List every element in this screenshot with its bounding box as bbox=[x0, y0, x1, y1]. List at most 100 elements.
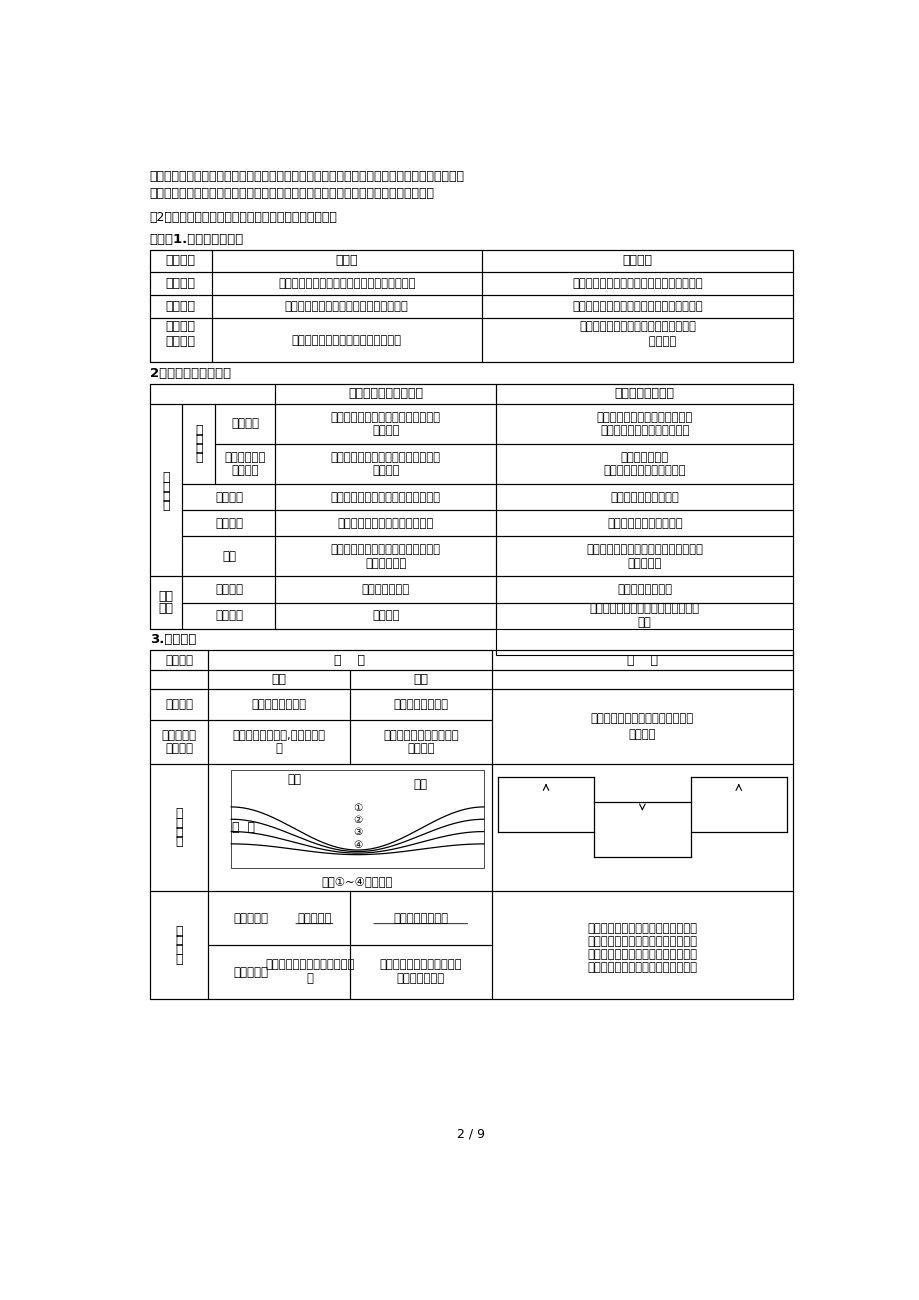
Bar bbox=[481, 317, 792, 363]
Bar bbox=[349, 671, 491, 689]
Bar bbox=[491, 764, 792, 892]
Text: 变质作用: 变质作用 bbox=[215, 490, 243, 503]
Text: 组成地壳的岩层沿垂直于地球外表的: 组成地壳的岩层沿垂直于地球外表的 bbox=[331, 451, 440, 464]
Bar bbox=[150, 650, 208, 671]
Text: 来自地球能，主要是放射性元素衰变产生热能: 来自地球能，主要是放射性元素衰变产生热能 bbox=[278, 277, 415, 290]
Text: 地壳运动、岩浆活动、变质作用、地震等: 地壳运动、岩浆活动、变质作用、地震等 bbox=[285, 300, 408, 312]
Bar bbox=[182, 603, 275, 629]
Text: 老关系上: 老关系上 bbox=[165, 742, 193, 755]
Bar bbox=[275, 384, 495, 404]
Text: 和地势起伏: 和地势起伏 bbox=[627, 556, 661, 569]
Text: 背斜: 背斜 bbox=[271, 673, 286, 686]
Text: 垂直运动（升: 垂直运动（升 bbox=[224, 451, 266, 464]
Bar bbox=[150, 892, 208, 1000]
Text: 组成地壳的岩层沿平行于地球外表的: 组成地壳的岩层沿平行于地球外表的 bbox=[331, 411, 440, 424]
Text: 构: 构 bbox=[175, 924, 183, 937]
Bar bbox=[481, 295, 792, 317]
Text: 岩层较老: 岩层较老 bbox=[406, 742, 434, 755]
Text: 大裂谷。断层一侧上升的岩块，常成: 大裂谷。断层一侧上升的岩块，常成 bbox=[586, 935, 697, 948]
Text: 火山喷发、地震: 火山喷发、地震 bbox=[361, 582, 410, 595]
Text: 未侵蚀地貌: 未侵蚀地貌 bbox=[233, 911, 267, 924]
Text: 向斜: 向斜 bbox=[414, 777, 427, 790]
Bar bbox=[495, 445, 792, 484]
Bar bbox=[150, 295, 211, 317]
Text: 表: 表 bbox=[163, 472, 170, 485]
Bar bbox=[150, 384, 275, 404]
Text: 造成地壳的断裂和错动，引起海陆变迁: 造成地壳的断裂和错动，引起海陆变迁 bbox=[585, 543, 702, 556]
Bar bbox=[182, 510, 275, 537]
Bar bbox=[208, 720, 349, 764]
Text: 侵蚀后地貌: 侵蚀后地貌 bbox=[233, 966, 267, 979]
Text: 岩层中间向上隆起: 岩层中间向上隆起 bbox=[251, 698, 306, 711]
Bar bbox=[208, 650, 491, 671]
Text: 形成断裂带和褶皱山脉与谷地: 形成断裂带和褶皱山脉与谷地 bbox=[599, 424, 688, 437]
Bar bbox=[211, 295, 481, 317]
Bar bbox=[208, 945, 349, 1000]
Text: 向斜槽部岩性坚硬不易被侵: 向斜槽部岩性坚硬不易被侵 bbox=[379, 958, 461, 971]
Text: 动: 动 bbox=[195, 451, 202, 464]
Text: 地震: 地震 bbox=[221, 550, 235, 563]
Text: ②: ② bbox=[353, 815, 362, 826]
Bar bbox=[275, 404, 495, 445]
Bar bbox=[231, 771, 483, 868]
Bar bbox=[495, 484, 792, 510]
Text: 圈的天然震动: 圈的天然震动 bbox=[365, 556, 406, 569]
Text: 貌: 貌 bbox=[175, 953, 183, 966]
Text: 岩层①~④由新到老: 岩层①~④由新到老 bbox=[322, 876, 392, 889]
Bar bbox=[275, 576, 495, 603]
Text: 2 / 9: 2 / 9 bbox=[457, 1127, 485, 1140]
Text: 现: 现 bbox=[163, 481, 170, 494]
Text: 岩层的断裂、错动，引起震动，岩石: 岩层的断裂、错动，引起震动，岩石 bbox=[331, 543, 440, 556]
Text: 中间局部岩层较新，两翼: 中间局部岩层较新，两翼 bbox=[382, 728, 458, 741]
Text: 地质构造: 地质构造 bbox=[165, 654, 193, 667]
Bar bbox=[495, 537, 792, 576]
Bar bbox=[150, 404, 182, 576]
Bar bbox=[211, 250, 481, 272]
Text: 地: 地 bbox=[306, 972, 313, 985]
Bar bbox=[150, 720, 208, 764]
Text: ③: ③ bbox=[353, 827, 362, 837]
Text: 断    层: 断 层 bbox=[626, 654, 657, 667]
Bar bbox=[481, 272, 792, 295]
Text: 式: 式 bbox=[163, 499, 170, 512]
Text: 降运动）: 降运动） bbox=[232, 464, 258, 477]
Bar bbox=[349, 689, 491, 720]
Text: 方向运动: 方向运动 bbox=[371, 424, 399, 437]
Text: （2）结合实例，分析造成地表形态变化的、外力因素。: （2）结合实例，分析造成地表形态变化的、外力因素。 bbox=[150, 212, 337, 225]
Text: 地质作用: 地质作用 bbox=[165, 255, 196, 268]
Bar bbox=[208, 689, 349, 720]
Text: 2、力作用与地表形态: 2、力作用与地表形态 bbox=[150, 367, 231, 380]
Bar bbox=[150, 317, 211, 363]
Bar bbox=[182, 404, 215, 484]
Text: ④: ④ bbox=[353, 840, 362, 850]
Text: 3.地质构造: 3.地质构造 bbox=[150, 633, 196, 646]
Bar bbox=[215, 445, 275, 484]
Text: 岩层隆起和拗陷: 岩层隆起和拗陷 bbox=[620, 451, 668, 464]
Bar bbox=[150, 576, 182, 629]
Bar bbox=[150, 384, 792, 629]
Bar bbox=[215, 404, 275, 445]
Text: 岩石在一定的温度、压力下发生变质: 岩石在一定的温度、压力下发生变质 bbox=[331, 490, 440, 503]
Bar bbox=[211, 317, 481, 363]
Text: 背斜顶部受力，常被侵蚀成谷: 背斜顶部受力，常被侵蚀成谷 bbox=[266, 958, 355, 971]
Text: 来自地球外部，主要是太阳辐射能和重力能: 来自地球外部，主要是太阳辐射能和重力能 bbox=[572, 277, 702, 290]
Bar bbox=[495, 603, 792, 655]
Text: 壳: 壳 bbox=[195, 433, 202, 446]
Text: 瞬间改变地表形态: 瞬间改变地表形态 bbox=[617, 582, 672, 595]
Bar bbox=[150, 650, 792, 1000]
Bar bbox=[495, 404, 792, 445]
Text: 迅速剧烈: 迅速剧烈 bbox=[215, 582, 243, 595]
Text: 山，另一侧相对下降的岩块，常形成: 山，另一侧相对下降的岩块，常形成 bbox=[586, 961, 697, 974]
Text: 岩浆喷出经冷凝形成火山: 岩浆喷出经冷凝形成火山 bbox=[607, 517, 682, 530]
Text: 从岩层的新: 从岩层的新 bbox=[161, 728, 197, 741]
Text: 速度: 速度 bbox=[158, 602, 174, 615]
Bar bbox=[481, 250, 792, 272]
Text: 岩浆侵入岩石圈上部或喷出地表: 岩浆侵入岩石圈上部或喷出地表 bbox=[337, 517, 434, 530]
Bar bbox=[495, 384, 792, 404]
Text: 法: 法 bbox=[175, 835, 183, 848]
Text: 形: 形 bbox=[163, 490, 170, 503]
Bar bbox=[150, 671, 208, 689]
Text: ①: ① bbox=[353, 802, 362, 812]
Text: 向斜: 向斜 bbox=[413, 673, 427, 686]
Text: 常形成山岭: 常形成山岭 bbox=[297, 911, 331, 924]
